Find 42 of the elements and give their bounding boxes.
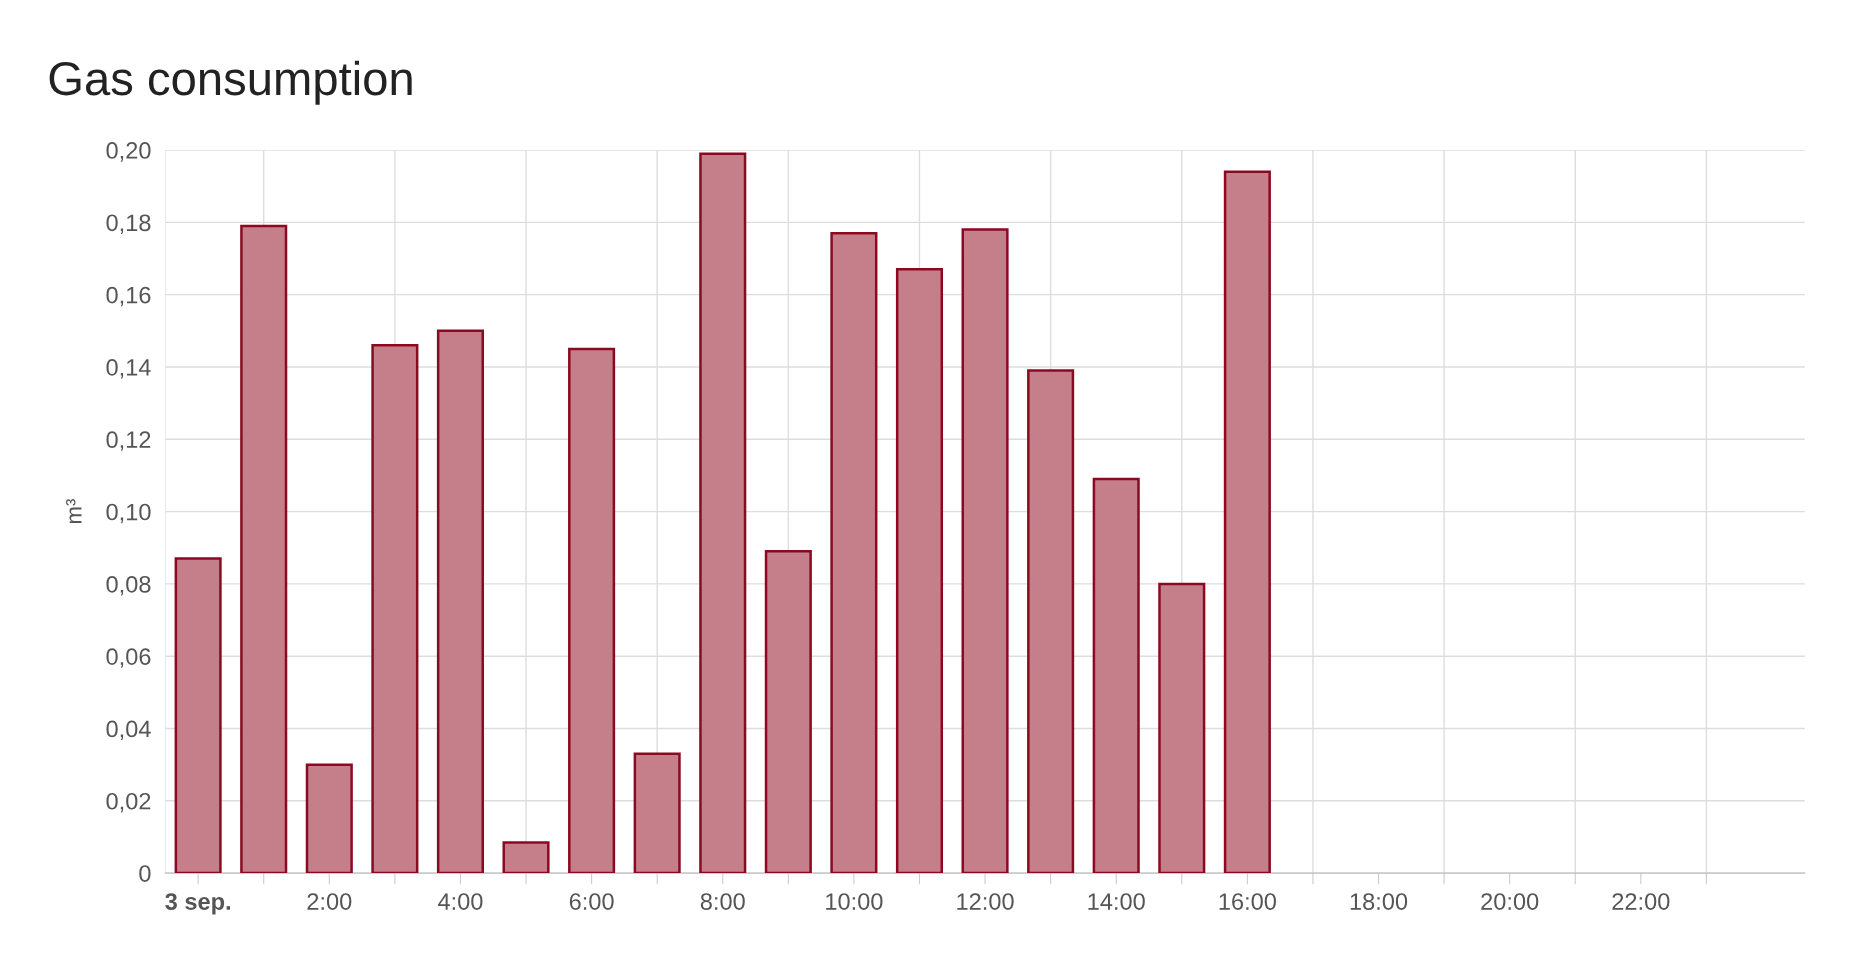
bar: [240, 224, 288, 874]
bar: [1158, 582, 1206, 874]
y-tick-label: 0,02: [106, 792, 151, 813]
bar: [633, 752, 681, 874]
x-tick-label: 22:00: [1612, 893, 1670, 910]
y-tick-label: 0: [139, 865, 151, 882]
bar: [1092, 477, 1140, 874]
bar: [699, 152, 747, 874]
x-tick-label: 2:00: [307, 893, 352, 910]
x-tick-label: 6:00: [569, 893, 614, 910]
y-tick-label: 0,06: [106, 648, 151, 668]
x-tick-label: 16:00: [1219, 893, 1276, 910]
y-tick-label: 0,20: [106, 142, 151, 162]
bar: [502, 841, 550, 874]
bar: [1223, 170, 1271, 874]
bar: [895, 268, 944, 874]
bar: [371, 344, 419, 874]
bar: [174, 557, 222, 874]
y-tick-label: 0,18: [106, 214, 151, 234]
x-tick-label: 4:00: [438, 893, 483, 910]
x-tick-label: 8:00: [700, 893, 745, 910]
chart-title: Gas consumption: [49, 60, 412, 105]
y-tick-label: 0,12: [106, 431, 151, 451]
x-tick-label: 18:00: [1350, 893, 1408, 910]
x-tick-label: 3 sep.: [165, 893, 230, 915]
y-tick-label: 0,08: [106, 575, 151, 596]
y-tick-label: 0,10: [106, 503, 151, 524]
y-tick-label: 0,04: [106, 720, 151, 741]
x-tick-label: 14:00: [1088, 893, 1145, 910]
x-tick-label: 12:00: [957, 893, 1014, 910]
x-tick-label: 20:00: [1481, 893, 1539, 910]
bar: [568, 347, 616, 874]
y-tick-label: 0,14: [106, 359, 151, 379]
bar: [436, 329, 484, 874]
y-tick-label: 0,16: [106, 286, 151, 307]
bar: [1027, 369, 1075, 874]
bar: [961, 228, 1009, 874]
bar: [830, 231, 878, 874]
bar: [764, 550, 812, 874]
y-axis-title: m³: [66, 499, 82, 524]
bar: [305, 763, 353, 874]
x-tick-label: 10:00: [826, 893, 883, 910]
